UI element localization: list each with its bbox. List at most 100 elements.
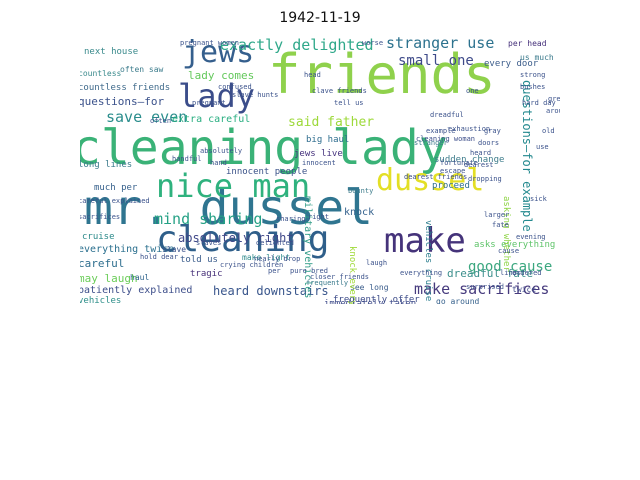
- word-73: frequently: [306, 279, 349, 287]
- word-39: told us: [180, 255, 218, 265]
- word-40: tragic: [190, 269, 223, 279]
- word-114: cause: [498, 247, 520, 255]
- word-42: frequently offer: [333, 295, 420, 305]
- word-75: escape: [440, 167, 466, 175]
- word-103: dreadful: [430, 111, 464, 119]
- word-55: see long: [350, 283, 389, 292]
- word-50: slave: [162, 245, 187, 254]
- word-105: pregnant women: [180, 39, 240, 47]
- word-56: twice: [512, 285, 537, 294]
- word-22: may laugh: [80, 272, 138, 285]
- word-89: everything: [400, 269, 443, 277]
- word-54: go around: [436, 297, 480, 305]
- word-77: nearly drop: [254, 255, 301, 263]
- word-38: long lines: [80, 160, 133, 170]
- word-23: careful: [80, 257, 125, 270]
- word-32: jews live: [294, 149, 343, 159]
- word-62: dearest friends: [404, 173, 468, 181]
- word-13: mind sharing: [154, 210, 263, 228]
- word-95: sacrifices: [80, 213, 121, 221]
- word-12: save even: [106, 108, 188, 126]
- word-96: surprised: [466, 283, 504, 291]
- word-59: asking whether: [501, 196, 511, 272]
- word-52: per head: [508, 39, 547, 48]
- word-116: per: [268, 267, 281, 275]
- word-113: right: [308, 213, 330, 221]
- word-88: innocent: [302, 159, 336, 167]
- word-110: use: [536, 143, 549, 151]
- word-68: bounty: [348, 187, 374, 195]
- word-37: cruise: [82, 232, 115, 242]
- word-30: countless friends: [80, 83, 171, 93]
- word-90: worse: [362, 39, 384, 47]
- word-93: tell us: [334, 99, 364, 107]
- word-86: closer friends: [310, 273, 370, 281]
- word-0: mr. dussel: [84, 180, 373, 236]
- word-115: sharing: [276, 215, 306, 223]
- word-74: fortunate: [440, 159, 478, 167]
- word-36: knock: [344, 207, 375, 218]
- word-47: proceed: [432, 181, 470, 191]
- word-69: hold dear: [140, 253, 178, 261]
- word-81: exhaustion: [448, 125, 491, 133]
- word-16: said father: [288, 115, 375, 130]
- word-91: pregnant: [192, 99, 226, 107]
- word-31: big haul: [306, 135, 350, 145]
- word-49: haul: [130, 273, 150, 282]
- word-76: dropping: [468, 175, 502, 183]
- word-15: good cause: [468, 259, 553, 275]
- word-60: countless: [80, 69, 122, 78]
- word-53: us much: [520, 53, 554, 62]
- word-3: cleaning: [156, 219, 330, 260]
- word-97: lines: [500, 269, 522, 277]
- word-27: everything twice: [80, 244, 175, 255]
- word-87: clave friends: [312, 87, 367, 95]
- word-20: lady comes: [188, 69, 255, 82]
- word-cloud: mr. dussel cleaning lady friends cleanin…: [80, 36, 560, 304]
- word-106: larger: [484, 211, 510, 219]
- word-84: around: [546, 107, 560, 115]
- chart-title: 1942-11-19: [279, 10, 361, 26]
- word-108: laugh: [366, 259, 388, 267]
- word-98: evening: [516, 233, 546, 241]
- word-17: absolutely right: [178, 231, 294, 245]
- word-51: make light: [242, 253, 291, 262]
- word-61: slave hunts: [232, 91, 279, 99]
- word-72: pure bred: [290, 267, 328, 275]
- word-94: absolutely: [200, 147, 243, 155]
- word-10: stranger use: [386, 36, 495, 52]
- word-109: example: [426, 127, 456, 135]
- word-46: immediately taken: [324, 299, 417, 305]
- word-43: much per: [94, 183, 138, 193]
- word-64: slaves: [196, 239, 222, 247]
- word-33: sudden change: [434, 155, 505, 165]
- word-104: careful explained: [80, 197, 150, 205]
- word-63: handful: [172, 155, 202, 163]
- word-18: heard downstairs: [213, 284, 329, 298]
- word-70: crying children: [220, 261, 284, 269]
- word-85: bushes: [520, 83, 546, 91]
- word-26: dreadful fate: [447, 267, 534, 280]
- word-4: make: [384, 221, 466, 261]
- word-9: exactly delighted: [220, 36, 374, 54]
- word-112: one: [466, 87, 479, 95]
- word-24: patiently explained: [80, 285, 193, 296]
- word-8: dussel: [376, 163, 485, 198]
- word-11: small one: [398, 53, 474, 69]
- word-111: heard: [470, 149, 492, 157]
- word-41: vehicles: [80, 296, 122, 305]
- word-19: questions—for: [80, 95, 165, 108]
- word-35: asks everything: [474, 240, 556, 250]
- word-78: strong: [520, 71, 546, 79]
- word-67: head: [304, 71, 321, 79]
- word-71: delighted: [256, 239, 294, 247]
- word-21: extra careful: [172, 114, 251, 125]
- word-34: every door: [484, 59, 539, 69]
- word-99: ordered: [512, 269, 542, 277]
- word-7: lady: [178, 77, 256, 115]
- word-48: often saw: [120, 65, 164, 74]
- word-65: stranger: [414, 139, 448, 147]
- word-5: nice man: [156, 167, 311, 205]
- word-101: hard day: [522, 99, 556, 107]
- word-80: gray: [484, 127, 501, 135]
